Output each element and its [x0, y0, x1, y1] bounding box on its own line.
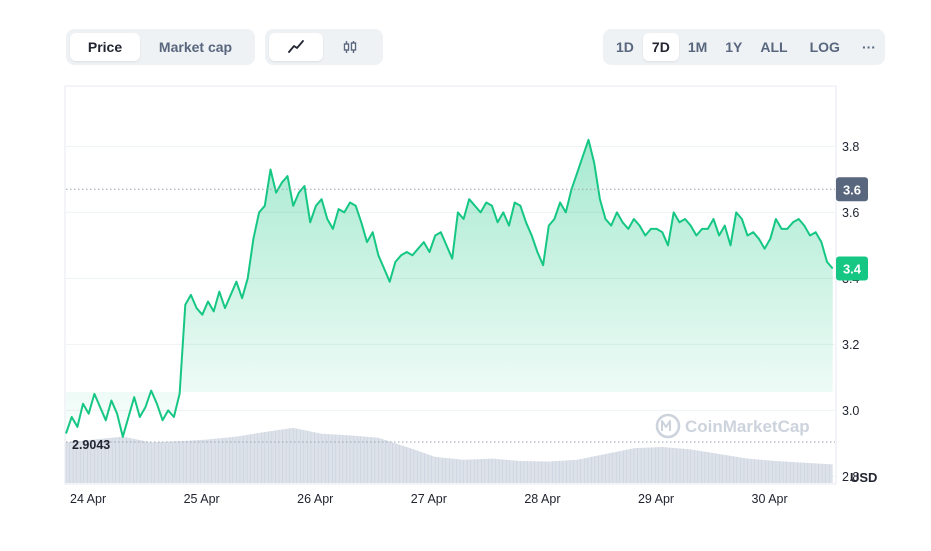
- price-marketcap-toggle: Price Market cap: [66, 29, 255, 65]
- y-tick-label: 3.8: [842, 140, 859, 154]
- range-1y-tab[interactable]: 1Y: [725, 39, 743, 55]
- current-price-badge-label: 3.4: [843, 262, 862, 277]
- log-scale-tab[interactable]: LOG: [809, 39, 840, 55]
- range-all-tab[interactable]: ALL: [760, 39, 788, 55]
- open-price-badge-label: 3.6: [843, 182, 861, 197]
- x-tick-label: 26 Apr: [297, 492, 333, 506]
- price-area: [65, 138, 834, 438]
- current-price-badge: 3.4: [836, 256, 868, 281]
- price-line: [65, 138, 834, 438]
- watermark: CoinMarketCap: [655, 413, 810, 439]
- line-chart-icon: [288, 40, 304, 53]
- time-range-toggle: 1D 7D 1M 1Y ALL LOG ···: [603, 29, 885, 65]
- x-tick-label: 28 Apr: [524, 492, 560, 506]
- x-tick-label: 25 Apr: [184, 492, 220, 506]
- more-options-button[interactable]: ···: [861, 39, 876, 55]
- line-chart-button[interactable]: [269, 33, 323, 61]
- y-tick-label: 3.6: [842, 206, 859, 220]
- y-tick-label: 2.8: [842, 470, 859, 484]
- x-tick-label: 27 Apr: [411, 492, 447, 506]
- y-tick-label: 3.2: [842, 338, 859, 352]
- y-tick-label: 3.0: [842, 404, 859, 418]
- watermark-text: CoinMarketCap: [685, 417, 810, 436]
- market-cap-tab[interactable]: Market cap: [158, 39, 233, 55]
- volume-area: [65, 427, 833, 483]
- x-tick-label: 29 Apr: [638, 492, 674, 506]
- y-axis-unit: USD: [850, 470, 877, 485]
- range-1d-tab[interactable]: 1D: [616, 39, 634, 55]
- x-tick-label: 24 Apr: [70, 492, 106, 506]
- x-axis: 24 Apr 25 Apr 26 Apr 27 Apr 28 Apr 29 Apr 30 A…: [70, 492, 788, 506]
- x-tick-label: 30 Apr: [752, 492, 788, 506]
- candlestick-button[interactable]: [323, 33, 377, 61]
- price-tab[interactable]: Price: [70, 33, 140, 61]
- open-price-badge: 3.6: [836, 177, 868, 202]
- reference-lines: [66, 188, 835, 443]
- chart-style-toggle: [265, 29, 383, 65]
- coinmarketcap-logo-icon: [655, 413, 681, 439]
- price-area-fill: [66, 139, 833, 437]
- candlestick-icon: [343, 41, 357, 53]
- start-price-label: 2.9043: [72, 438, 110, 452]
- plot-frame: [64, 85, 837, 485]
- range-1m-tab[interactable]: 1M: [687, 39, 708, 55]
- range-7d-tab[interactable]: 7D: [642, 33, 679, 61]
